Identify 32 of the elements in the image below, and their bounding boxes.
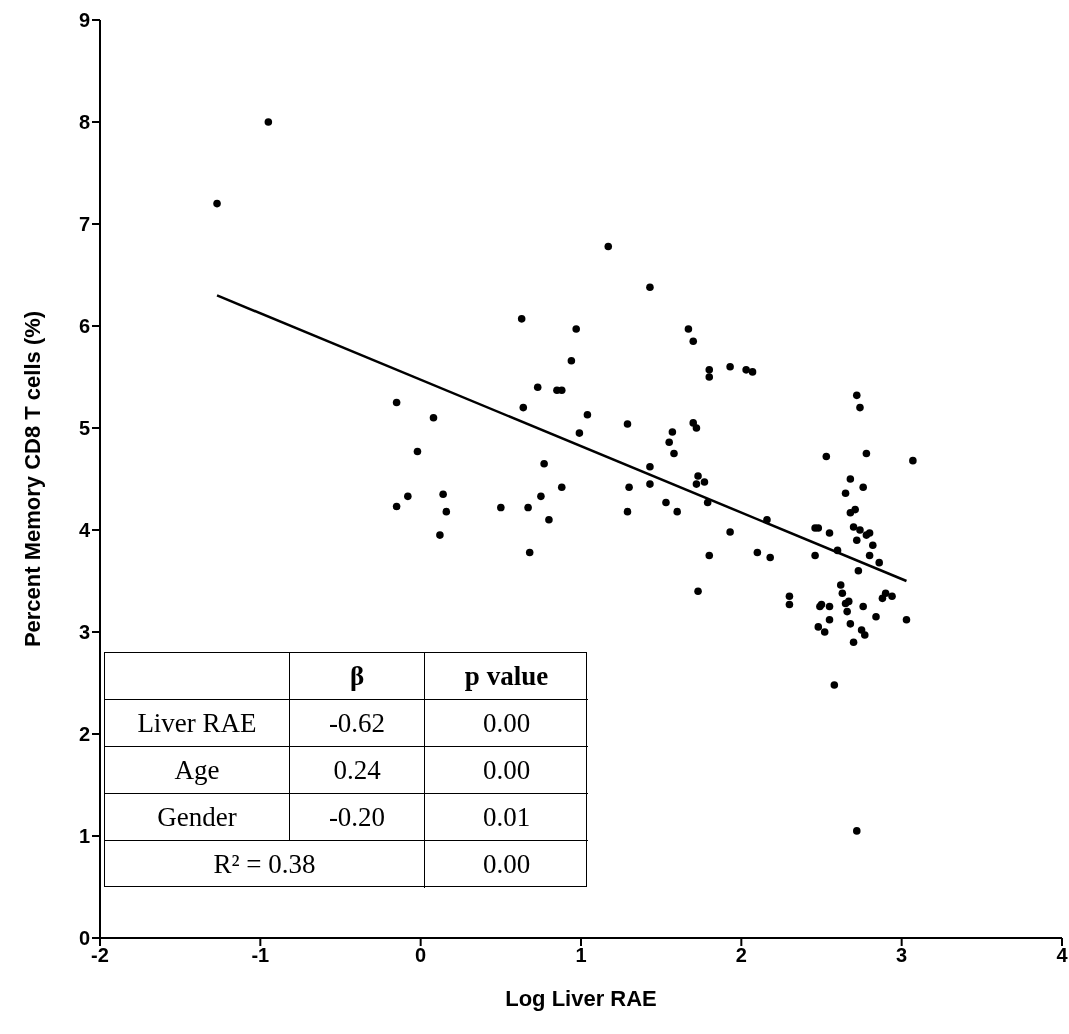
annotation: 0.00 [425,700,588,748]
y-axis-title: Percent Memory CD8 T cells (%) [19,310,45,648]
annotation: Gender [105,794,290,842]
annotation: 0.24 [290,747,425,795]
x-tick-label: 1 [575,944,587,967]
x-tick-label: -2 [91,944,109,967]
y-tick-label: 5 [78,417,90,440]
y-tick-label: 8 [78,111,90,134]
annotation: -0.62 [290,700,425,748]
annotation: β [290,653,425,701]
x-tick-label: 2 [735,944,747,967]
y-tick-label: 6 [78,315,90,338]
annotation: 0.00 [481,848,532,882]
y-tick-label: 0 [78,927,90,950]
annotation: 0.01 [425,794,588,842]
y-tick-label: 9 [78,9,90,32]
annotation: Liver RAE [105,700,290,748]
x-tick-label: 4 [1056,944,1069,967]
y-tick-label: 2 [78,723,90,746]
x-tick-label: 0 [415,944,427,967]
x-axis-title: Log Liver RAE [505,986,657,1011]
y-tick-label: 1 [78,825,90,848]
annotation: Age [105,747,290,795]
y-tick-label: 4 [78,519,91,542]
annotation: -0.20 [290,794,425,842]
y-tick-label: 7 [78,213,90,236]
x-tick-label: -1 [251,944,270,967]
y-tick-label: 3 [78,621,90,644]
annotation: 0.00 [425,747,588,795]
x-tick-label: 3 [896,944,908,967]
annotation: R² = 0.38 [105,841,425,889]
annotation: p value [425,653,588,701]
